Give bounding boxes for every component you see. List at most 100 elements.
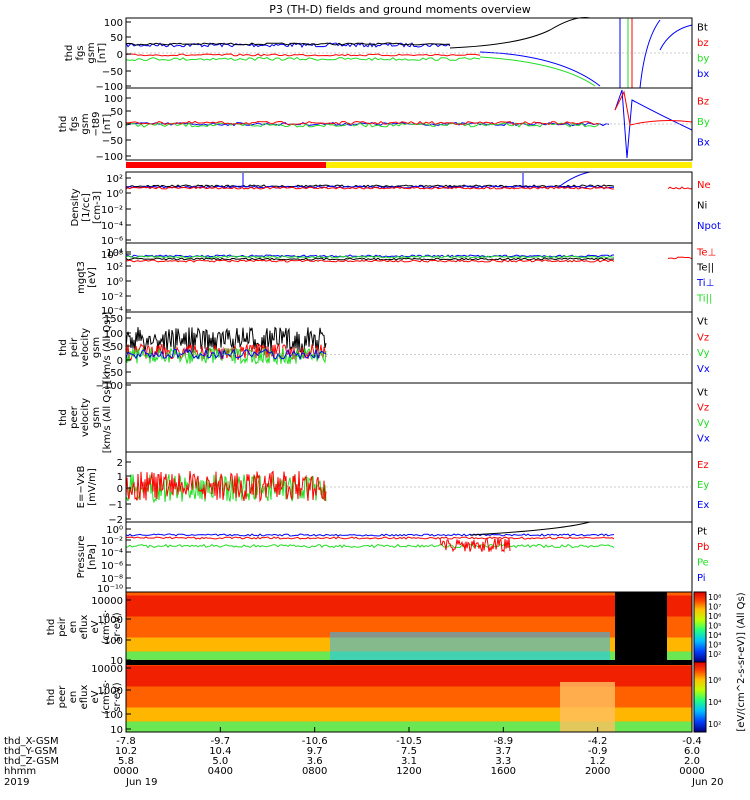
x-tick-x: -0.4 — [682, 736, 702, 747]
panel-frame — [125, 242, 693, 313]
y-tick-label: 10⁻² — [101, 536, 123, 547]
legend-Ez: Ez — [697, 460, 709, 471]
y-tick-label: −2 — [108, 515, 123, 526]
colorbar-tick: 10⁴ — [708, 631, 721, 640]
y-tick-label: −100 — [96, 381, 123, 392]
y-tick-label: 10000 — [91, 596, 123, 607]
legend-Vy: Vy — [697, 348, 710, 359]
y-tick-label: 10⁻⁶ — [101, 236, 123, 247]
legend-Vt: Vt — [697, 387, 708, 398]
panel-fgs_gsm: 100 50 0 −50 −100 thdfgsgsm[nT] Bt bz by bx — [64, 17, 709, 93]
y-tick-label: −50 — [102, 368, 123, 379]
panel-frame — [125, 171, 693, 244]
colorbar-tick: 10⁷ — [708, 603, 721, 612]
colorbar-tick: 10⁶ — [708, 612, 721, 621]
panel-frame — [125, 382, 693, 453]
x-tick-t: 0000 — [679, 766, 704, 777]
colorbar-tick: 10⁵ — [708, 622, 721, 631]
x-row-label: 2019 — [4, 777, 29, 788]
y-axis-label: mgqt3[eV] — [76, 261, 98, 294]
y-tick-label: 10⁻⁶ — [101, 561, 123, 572]
y-tick-label: 100 — [104, 710, 123, 721]
x-tick-d: Jun 19 — [125, 777, 158, 788]
y-axis-label: E=−VxB[mV/m] — [76, 466, 98, 509]
x-tick-t: 0400 — [208, 766, 233, 777]
x-row-label: thd_Z-GSM — [4, 756, 59, 767]
legend-Vz: Vz — [697, 403, 709, 414]
legend-bx: bx — [697, 69, 709, 80]
y-tick-label: 10⁻⁴ — [101, 548, 123, 559]
y-tick-label: 10⁰ — [106, 277, 123, 288]
y-tick-label: 50 — [110, 33, 123, 44]
panel-density: 10² 10⁰ 10⁻² 10⁻⁴ 10⁻⁶ 10⁻⁸ Density[1/cc][cm-3… — [70, 171, 721, 261]
x-tick-y: 10.4 — [209, 746, 231, 757]
legend-Vy: Vy — [697, 418, 710, 429]
y-tick-label: 10⁻⁸ — [101, 250, 123, 261]
colorbar-tick: 10³ — [708, 641, 721, 650]
mode-bar-yellow — [326, 162, 692, 168]
y-tick-label: 10 — [110, 656, 123, 667]
legend-Vx: Vx — [697, 364, 710, 375]
legend-Ti⊥: Ti⊥ — [696, 278, 714, 289]
x-tick-z: 1.2 — [590, 756, 606, 767]
legend-Ne: Ne — [697, 180, 711, 191]
colorbar-tick: 10⁴ — [708, 698, 721, 707]
legend-Pt: Pt — [697, 526, 707, 537]
y-tick-label: 1000 — [98, 686, 123, 697]
colorbar-tick: 10⁶ — [708, 676, 721, 685]
legend-Ey: Ey — [697, 480, 709, 491]
legend-By: By — [697, 117, 710, 128]
legend-Te||: Te|| — [696, 263, 714, 274]
y-tick-label: −100 — [96, 82, 123, 93]
x-tick-x: -4.2 — [588, 736, 608, 747]
y-axis-label: thdpeervelocitygsm[km/s (All Qs)] — [58, 382, 113, 454]
panel-peir_eflux: 10000 1000 100 10 thdpeirenefluxeV(cm²·s·sr·… — [46, 591, 693, 667]
colorbar-tick: 10⁸ — [708, 593, 721, 602]
y-tick-label: 10000 — [91, 664, 123, 675]
x-tick-z: 3.1 — [401, 756, 417, 767]
panel-temperature: 10⁴ 10² 10⁰ 10⁻² 10⁻⁴ mgqt3[eV] Te⊥ Te|| Ti⊥ Ti|| — [76, 242, 716, 317]
legend-Vz: Vz — [697, 332, 709, 343]
y-axis-label: thdfgsgsm[nT] — [64, 42, 108, 63]
legend-Bz: Bz — [697, 96, 709, 107]
panel-peer_eflux: 10000 1000 100 10 thdpeerenefluxeV(cm²·s·sr·… — [46, 661, 693, 736]
y-tick-label: 1 — [117, 472, 123, 483]
y-tick-label: −50 — [102, 136, 123, 147]
legend-Te⊥: Te⊥ — [696, 247, 716, 258]
y-tick-label: 10⁻¹⁰ — [97, 584, 123, 595]
y-axis-label: Pressure[nPa] — [76, 536, 98, 579]
legend-Pi: Pi — [697, 573, 706, 584]
x-tick-y: 10.2 — [115, 746, 137, 757]
legend-bz: bz — [697, 38, 709, 49]
x-tick-z: 3.6 — [307, 756, 323, 767]
y-tick-label: 10⁰ — [106, 525, 123, 536]
legend-Vx: Vx — [697, 433, 710, 444]
x-tick-z: 3.3 — [495, 756, 511, 767]
plot-title: P3 (TH-D) fields and ground moments over… — [269, 3, 531, 16]
legend-Ni: Ni — [697, 201, 707, 212]
y-tick-label: 50 — [110, 107, 123, 118]
legend-Pe: Pe — [697, 558, 709, 569]
y-tick-label: 150 — [104, 314, 123, 325]
y-tick-label: 10⁻⁸ — [101, 574, 123, 585]
legend-Vt: Vt — [697, 317, 708, 328]
x-tick-y: -0.9 — [588, 746, 608, 757]
x-tick-x: -10.6 — [302, 736, 328, 747]
y-tick-label: 10⁻⁴ — [101, 306, 123, 317]
y-tick-label: −50 — [102, 67, 123, 78]
legend-Bx: Bx — [697, 138, 710, 149]
panel-frame — [125, 521, 693, 593]
x-tick-y: 9.7 — [307, 746, 323, 757]
legend-Npot: Npot — [697, 221, 721, 232]
y-tick-label: 10⁻² — [101, 205, 123, 216]
y-axis-label: thdfgsgsm−t89[nT] — [58, 111, 113, 136]
x-tick-t: 2000 — [585, 766, 610, 777]
y-tick-label: 100 — [104, 636, 123, 647]
y-tick-label: 100 — [104, 329, 123, 340]
colorbar-tick: 10² — [708, 720, 721, 729]
y-axis-label: Density[1/cc][cm-3] — [70, 188, 103, 226]
x-tick-y: 7.5 — [401, 746, 417, 757]
x-row-label: thd_Y-GSM — [4, 746, 57, 757]
